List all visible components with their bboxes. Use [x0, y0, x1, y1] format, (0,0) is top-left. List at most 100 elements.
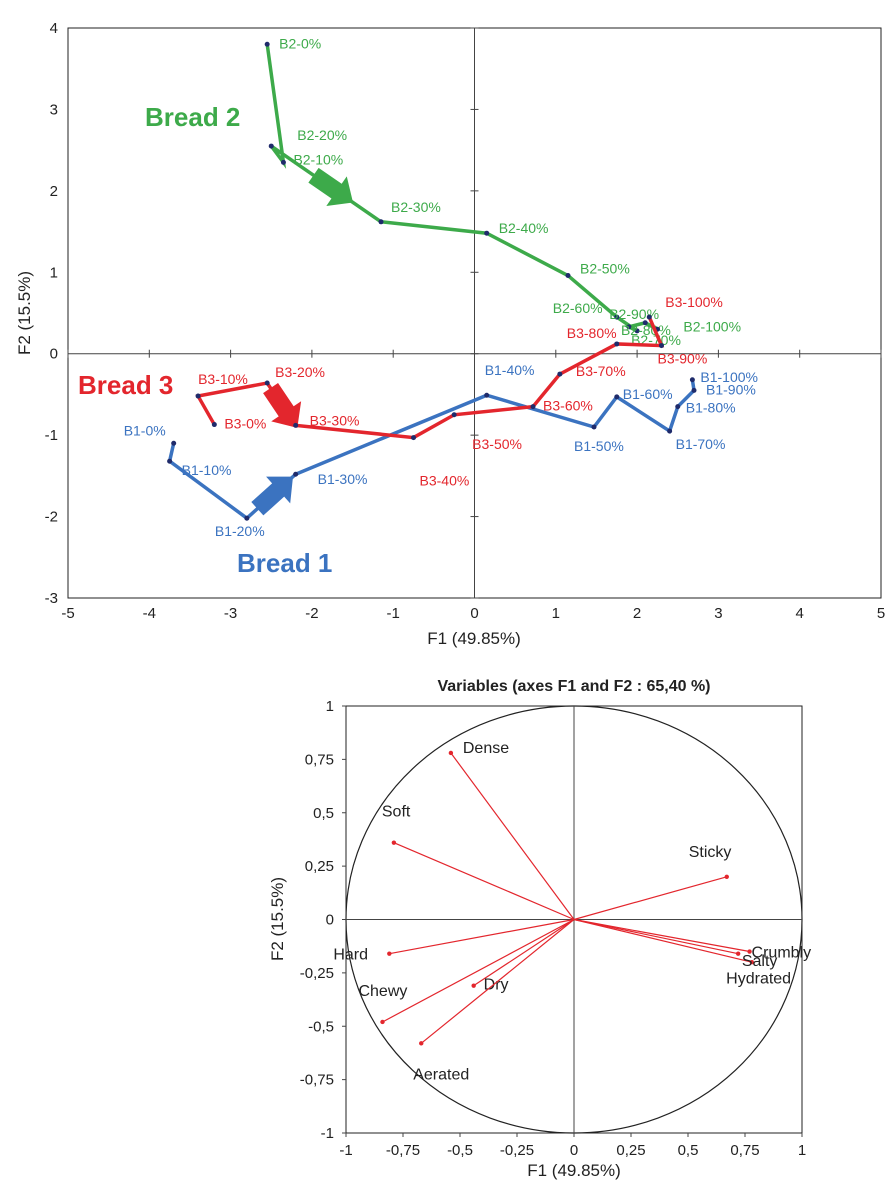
plot1-y-tick-label: -3	[45, 590, 58, 607]
vector-tip-soft	[391, 840, 397, 845]
point-b2-50	[565, 273, 571, 279]
vector-tip-sticky	[724, 874, 729, 879]
plot1-axes	[67, 27, 882, 599]
point-b2-70	[634, 328, 640, 334]
direction-arrow-bread-2	[308, 167, 354, 206]
plot2-y-tick-label: -0,5	[308, 1018, 334, 1035]
point-b1-90	[691, 387, 697, 393]
point-label-b2-40: B2-40%	[499, 220, 549, 236]
point-label-b3-20: B3-20%	[275, 364, 325, 380]
point-label-b3-60: B3-60%	[543, 398, 593, 414]
point-b1-30	[293, 471, 299, 477]
point-label-b2-50: B2-50%	[580, 261, 630, 277]
plot1-x-tick-label: -1	[387, 605, 400, 622]
point-b3-90	[658, 343, 664, 349]
plot2-x-tick-label: 1	[798, 1142, 806, 1159]
vector-dense	[450, 752, 575, 920]
point-label-b2-100: B2-100%	[683, 318, 741, 334]
point-b3-30	[293, 422, 299, 428]
point-label-b1-10: B1-10%	[182, 462, 232, 478]
plot1-y-tick-label: 3	[50, 101, 58, 118]
plot2-x-tick-label: -0,25	[500, 1142, 534, 1159]
point-b1-40	[484, 392, 490, 398]
vector-tip-hard	[387, 951, 392, 956]
point-b2-20	[268, 143, 274, 149]
variable-label-dry: Dry	[484, 977, 509, 994]
plot2-x-tick-label: 0	[570, 1142, 578, 1159]
variable-label-sticky: Sticky	[689, 844, 732, 861]
variable-label-soft: Soft	[382, 804, 411, 821]
plot1-x-tick-label: 3	[714, 605, 722, 622]
plot1-y-tick-label: 2	[50, 183, 58, 200]
point-b3-60	[530, 404, 536, 410]
variable-label-aerated: Aerated	[413, 1066, 469, 1083]
plot1-x-tick-label: 0	[470, 605, 478, 622]
vector-salty	[573, 918, 752, 963]
plot2-y-tick-label: 0	[326, 912, 334, 929]
plot1-tick-labels: -5 -4 -3 -2 -1 0 1 2 3 4 5 -3 -2 -1 0 1 2 3 4	[45, 20, 886, 622]
plot2-y-tick-label: -0,25	[300, 965, 334, 982]
point-b1-20	[244, 515, 250, 521]
point-label-b1-0: B1-0%	[124, 422, 166, 438]
plot1-x-tick-label: 2	[633, 605, 641, 622]
plot2-y-tick-label: -0,75	[300, 1072, 334, 1089]
plot2-x-tick-label: -0,5	[447, 1142, 473, 1159]
point-label-b2-10: B2-10%	[293, 151, 343, 167]
vector-tip-chewy	[380, 1019, 385, 1025]
series-label-bread-2: Bread 2	[145, 102, 240, 132]
plot2-tick-labels: -1 -0,75 -0,5 -0,25 0 0,25 0,5 0,75 1 1 0,75 0,5 0,2…	[300, 698, 806, 1159]
vector-hydrated	[573, 918, 739, 955]
plot1-x-tick-label: 1	[552, 605, 560, 622]
vector-hard	[389, 918, 575, 955]
vector-crumbly	[573, 918, 750, 953]
plot2-x-tick-label: 0,5	[678, 1142, 699, 1159]
plot1-y-tick-label: 0	[50, 346, 58, 363]
point-b1-10	[167, 458, 173, 464]
point-label-b2-90: B2-90%	[609, 306, 659, 322]
plot2-y-tick-label: 0,75	[305, 751, 334, 768]
point-label-b3-30: B3-30%	[310, 412, 360, 428]
plot2-y-tick-label: 1	[326, 698, 334, 715]
vector-tip-salty	[749, 960, 755, 965]
point-label-b3-100: B3-100%	[665, 294, 723, 310]
point-b1-50	[591, 424, 597, 430]
point-label-b3-80: B3-80%	[567, 325, 617, 341]
point-label-b1-20: B1-20%	[215, 523, 265, 539]
point-label-b1-60: B1-60%	[623, 386, 673, 402]
plot1-y-tick-label: -1	[45, 427, 58, 444]
vector-tip-aerated	[419, 1041, 424, 1046]
plot1-y-tick-label: 4	[50, 20, 58, 37]
variable-label-salty: Salty	[742, 953, 778, 970]
plot1-x-tick-label: -4	[143, 605, 156, 622]
point-label-b2-0: B2-0%	[279, 35, 321, 51]
plot1-x-tick-label: 5	[877, 605, 885, 622]
point-b1-0	[171, 440, 177, 446]
plot2-y-axis-label: F2 (15.5%)	[268, 877, 287, 961]
plot1-x-axis-label: F1 (49.85%)	[427, 629, 521, 648]
vector-dry	[473, 918, 575, 987]
point-label-b3-40: B3-40%	[420, 473, 470, 489]
point-label-b1-100: B1-100%	[700, 369, 758, 385]
direction-arrow-bread-3	[263, 383, 302, 428]
plot1-y-tick-label: -2	[45, 509, 58, 526]
plot1-x-tick-label: -5	[61, 605, 74, 622]
point-b2-60	[614, 314, 620, 320]
point-b1-100	[689, 377, 695, 383]
point-label-b3-70: B3-70%	[576, 363, 626, 379]
variable-label-chewy: Chewy	[358, 983, 407, 1000]
point-label-b1-30: B1-30%	[318, 471, 368, 487]
plot2-y-tick-label: 0,25	[305, 858, 334, 875]
point-b1-60	[614, 394, 620, 400]
vector-tip-dense	[448, 750, 454, 756]
vector-sticky	[573, 876, 727, 921]
point-b3-40	[411, 435, 417, 441]
vector-chewy	[382, 918, 575, 1023]
point-b3-20	[264, 380, 270, 386]
point-b3-70	[557, 371, 563, 377]
point-b2-40	[484, 230, 490, 236]
point-b2-90	[642, 320, 648, 326]
variables-chart: Variables (axes F1 and F2 : 65,40 %) -1-…	[268, 678, 811, 1180]
point-label-b2-20: B2-20%	[297, 127, 347, 143]
plot2-y-tick-label: 0,5	[313, 805, 334, 822]
